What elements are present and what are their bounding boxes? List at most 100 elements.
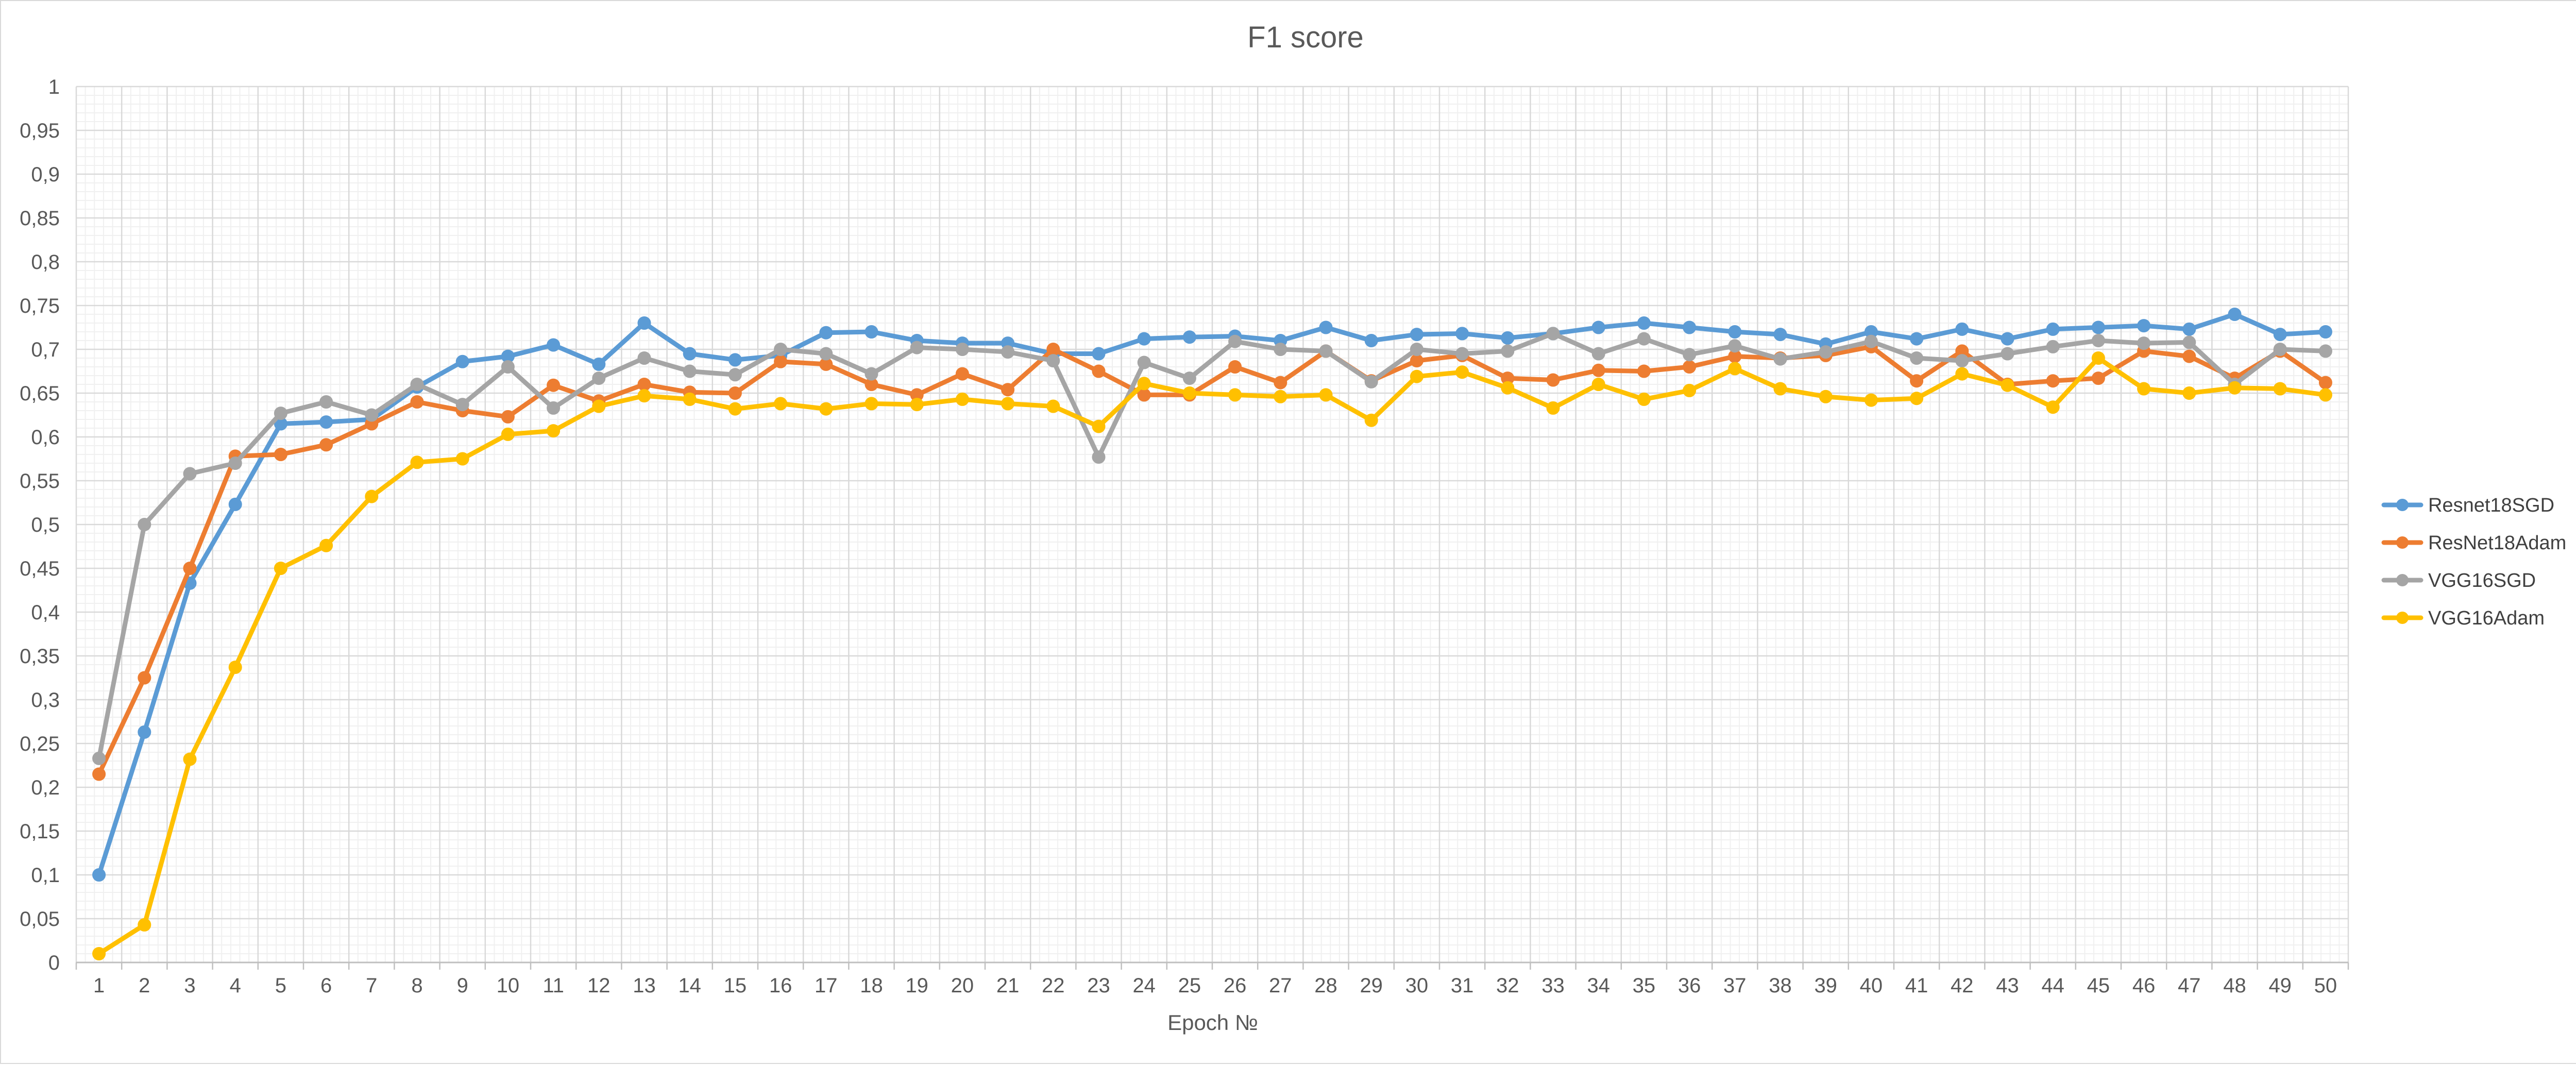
y-tick-label: 0,4 <box>31 601 60 624</box>
y-tick-label: 0,5 <box>31 514 60 536</box>
data-point <box>865 397 878 411</box>
data-point <box>1819 390 1833 403</box>
data-point <box>1501 344 1515 358</box>
data-point <box>1455 365 1469 379</box>
data-point <box>1773 382 1787 396</box>
data-point <box>1955 354 1969 368</box>
data-point <box>1228 388 1242 402</box>
data-point <box>319 395 333 409</box>
x-tick-label: 43 <box>1996 974 2019 997</box>
data-point <box>2318 344 2332 358</box>
x-tick-label: 18 <box>860 974 883 997</box>
data-point <box>1001 345 1015 359</box>
y-tick-label: 0,75 <box>20 295 60 317</box>
data-point <box>2182 386 2196 400</box>
y-tick-label: 0,2 <box>31 776 60 799</box>
y-tick-label: 0,85 <box>20 207 60 230</box>
data-point <box>955 392 969 406</box>
data-point <box>92 947 106 960</box>
data-point <box>138 518 151 531</box>
x-tick-label: 40 <box>1860 974 1883 997</box>
data-point <box>2273 343 2287 356</box>
data-point <box>592 399 606 413</box>
data-point <box>1546 401 1560 415</box>
data-point <box>819 402 833 416</box>
data-point <box>2318 325 2332 339</box>
data-point <box>819 347 833 361</box>
x-tick-label: 4 <box>230 974 241 997</box>
data-point <box>138 725 151 739</box>
x-tick-label: 22 <box>1042 974 1065 997</box>
data-point <box>1546 373 1560 387</box>
data-point <box>1683 383 1697 397</box>
data-point <box>1955 322 1969 336</box>
grid-layer <box>75 86 2349 963</box>
x-tick-label: 32 <box>1496 974 1519 997</box>
data-point <box>774 354 788 368</box>
legend-swatch-marker <box>2396 536 2409 549</box>
data-point <box>410 395 424 409</box>
y-tick-label: 1 <box>48 76 60 98</box>
data-point <box>501 410 515 424</box>
data-point <box>1137 356 1151 369</box>
data-point <box>1182 330 1196 344</box>
data-point <box>319 538 333 552</box>
y-tick-label: 0,8 <box>31 251 60 274</box>
data-point <box>2273 382 2287 396</box>
data-point <box>1410 369 1423 383</box>
data-point <box>319 438 333 452</box>
x-tick-label: 21 <box>996 974 1020 997</box>
data-point <box>319 415 333 429</box>
data-point <box>1092 347 1106 361</box>
data-point <box>1910 392 1924 405</box>
y-tick-label: 0,3 <box>31 689 60 712</box>
x-axis-title: Epoch № <box>1167 1010 1258 1035</box>
y-tick-label: 0,45 <box>20 557 60 580</box>
x-tick-label: 17 <box>815 974 838 997</box>
data-point <box>1001 383 1015 397</box>
data-point <box>455 398 469 412</box>
data-point <box>2228 381 2242 395</box>
data-point <box>1501 331 1515 345</box>
series-VGG16Adam <box>92 351 2332 960</box>
data-point <box>2091 320 2105 334</box>
data-point <box>1728 339 1742 353</box>
chart-title: F1 score <box>1247 21 1364 54</box>
data-point <box>1410 354 1423 368</box>
x-tick-label: 14 <box>678 974 701 997</box>
x-tick-label: 8 <box>411 974 422 997</box>
data-point <box>1046 399 1060 413</box>
data-point <box>592 371 606 385</box>
x-tick-label: 3 <box>184 974 195 997</box>
data-point <box>410 455 424 469</box>
x-tick-label: 28 <box>1314 974 1337 997</box>
data-point <box>1228 334 1242 348</box>
axis-layer: 0 0,05 0,1 0,15 0,2 0,25 0,3 0,35 0,4 0,45 0,5 0,55… <box>20 76 2349 997</box>
data-point <box>592 357 606 371</box>
data-point <box>1955 367 1969 381</box>
x-tick-label: 48 <box>2223 974 2246 997</box>
data-point <box>1137 332 1151 346</box>
data-point <box>774 397 788 411</box>
data-point <box>910 341 924 354</box>
data-point <box>2137 382 2151 396</box>
data-point <box>1274 343 1287 356</box>
data-point <box>683 347 697 361</box>
data-point <box>1364 334 1378 347</box>
y-tick-label: 0 <box>48 952 60 974</box>
y-tick-label: 0,55 <box>20 470 60 493</box>
legend-swatch-marker <box>2396 574 2409 586</box>
data-point <box>637 389 651 403</box>
data-point <box>1546 327 1560 341</box>
data-point <box>365 408 379 422</box>
data-point <box>183 467 197 481</box>
legend: Resnet18SGD ResNet18Adam VGG16SGD VGG16Adam <box>2381 495 2566 629</box>
x-tick-label: 37 <box>1723 974 1747 997</box>
y-tick-label: 0,9 <box>31 163 60 186</box>
legend-swatch-marker <box>2396 612 2409 624</box>
data-point <box>1455 347 1469 361</box>
x-tick-label: 46 <box>2132 974 2156 997</box>
data-point <box>2273 328 2287 342</box>
data-point <box>1910 332 1924 346</box>
data-point <box>728 368 742 382</box>
